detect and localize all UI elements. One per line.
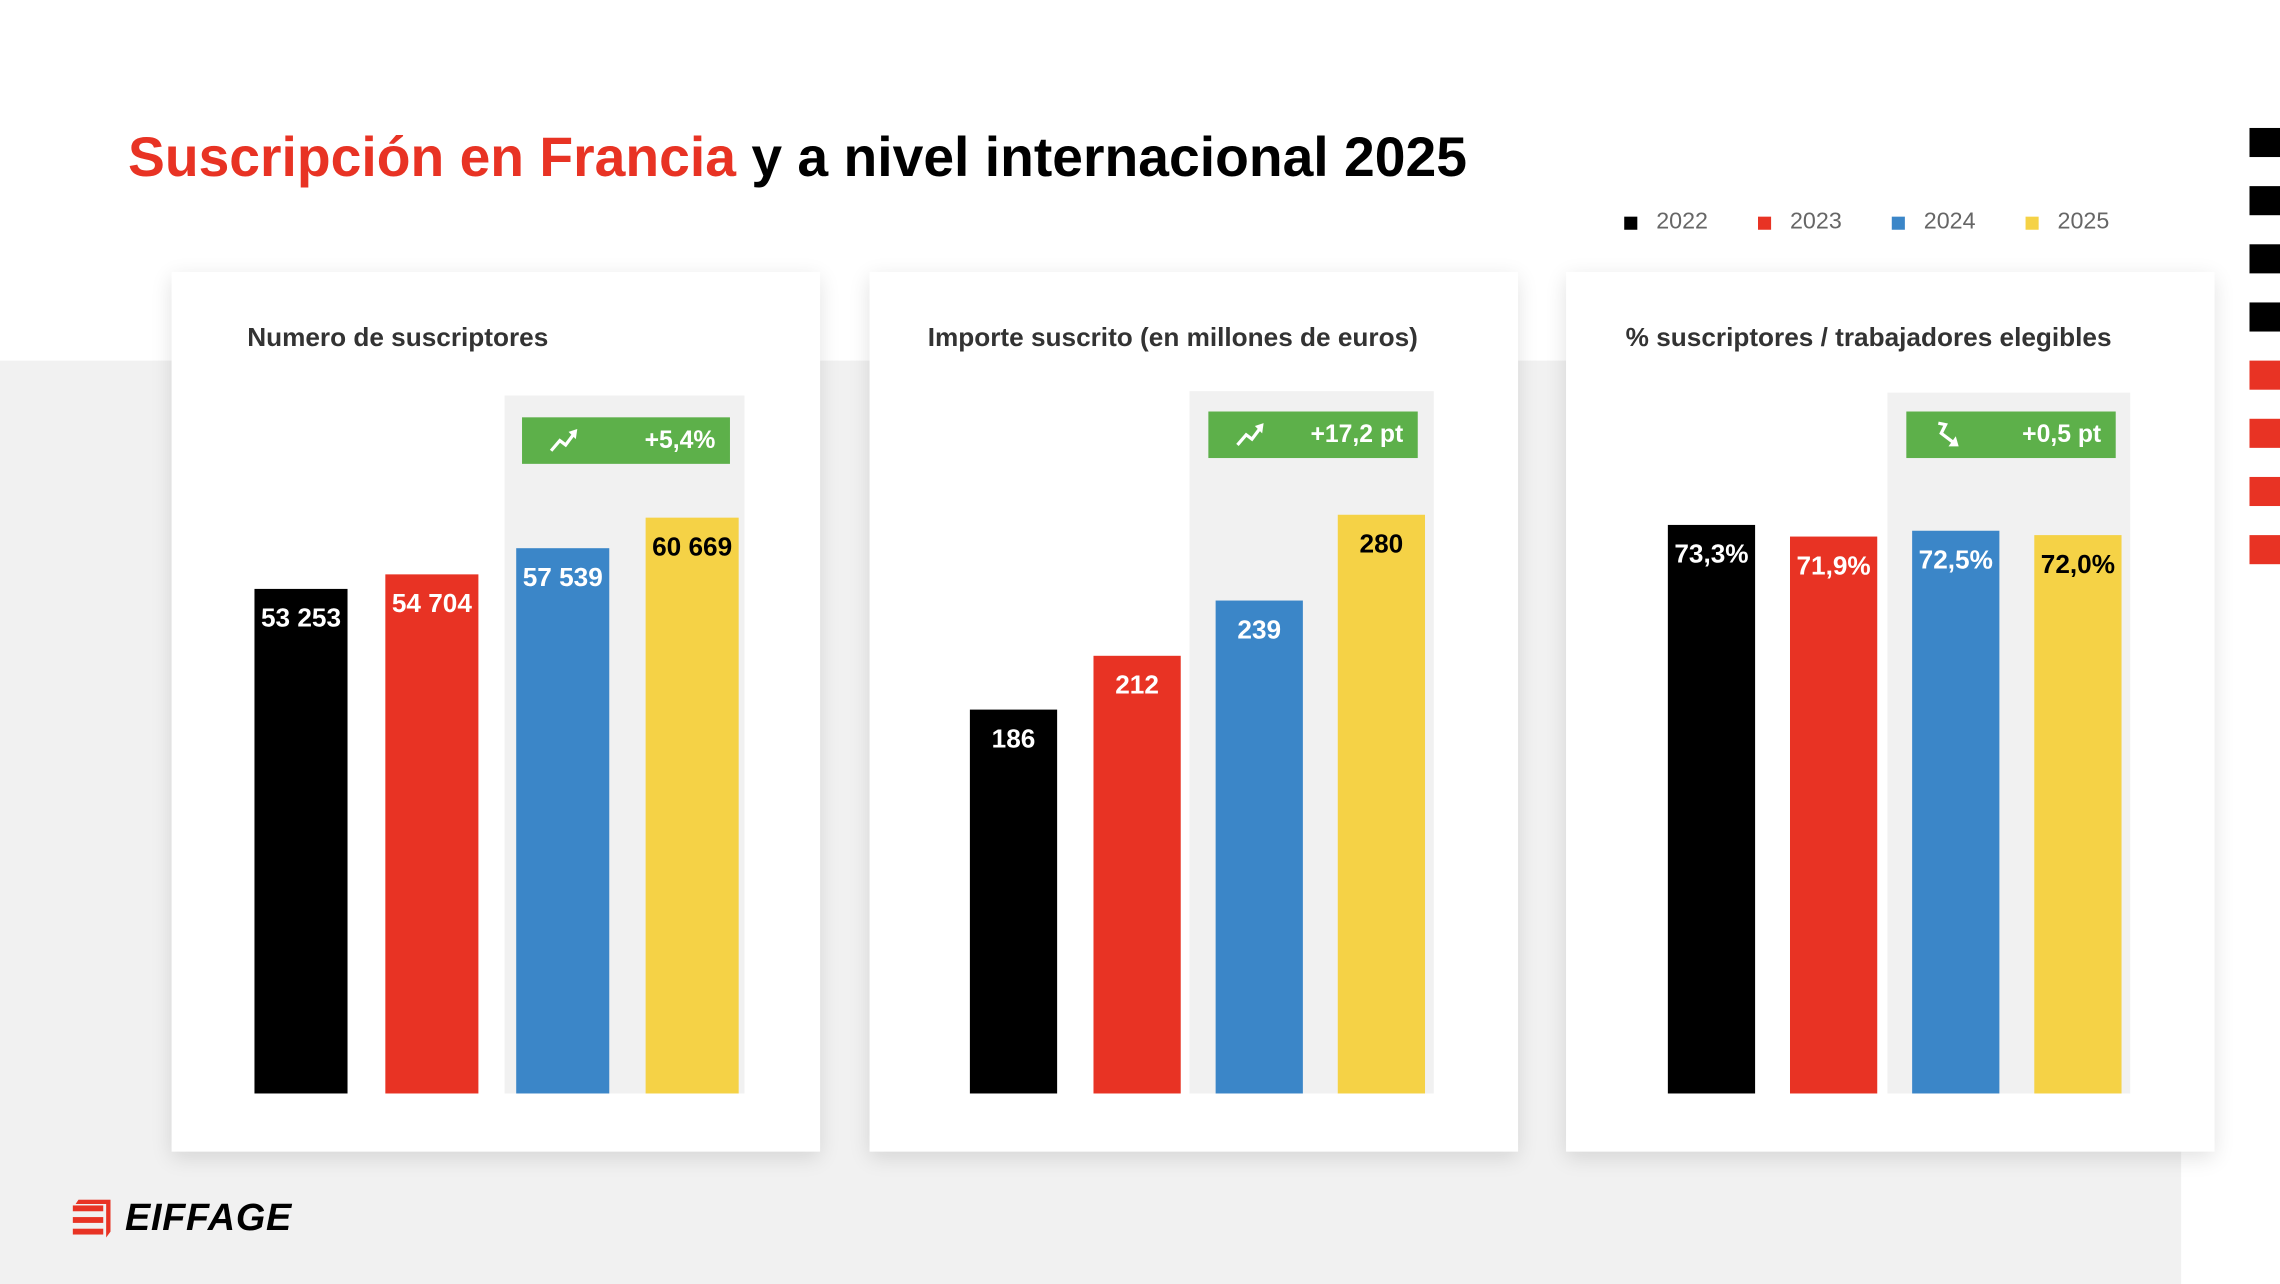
bar-label: 72,0% bbox=[2040, 549, 2116, 579]
bar-2024 bbox=[1215, 599, 1303, 1094]
bar-label: 54 704 bbox=[391, 589, 472, 619]
bar-2024 bbox=[516, 547, 610, 1094]
eiffage-logo-icon bbox=[72, 1198, 111, 1237]
bar-2025 bbox=[1337, 515, 1426, 1094]
legend-label: 2024 bbox=[1923, 209, 1976, 235]
decor-square bbox=[2249, 535, 2280, 565]
legend: 2022 2023 2024 2025 bbox=[1624, 209, 2159, 235]
legend-label: 2025 bbox=[2057, 209, 2110, 235]
legend-swatch bbox=[1758, 215, 1772, 230]
bar-2025 bbox=[2034, 535, 2122, 1094]
decor-square bbox=[2249, 186, 2280, 216]
page-title: Suscripción en Francia y a nivel interna… bbox=[128, 128, 1467, 191]
bar-label: 212 bbox=[1115, 670, 1159, 700]
trend-up-icon bbox=[1235, 422, 1267, 448]
decor-square bbox=[2249, 127, 2280, 158]
bar-label: 57 539 bbox=[522, 562, 603, 592]
badge-text: +5,4% bbox=[644, 426, 716, 454]
bar-label: 71,9% bbox=[1796, 550, 1871, 580]
decor-square bbox=[2249, 360, 2280, 390]
legend-swatch bbox=[1891, 215, 1905, 230]
bar-label: 280 bbox=[1359, 529, 1404, 559]
bar-2022 bbox=[969, 709, 1058, 1094]
legend-label: 2023 bbox=[1789, 209, 1842, 235]
legend-swatch bbox=[1624, 215, 1638, 230]
legend-item-2023: 2023 bbox=[1758, 209, 1892, 235]
title-rest: y a nivel internacional 2025 bbox=[735, 127, 1467, 190]
bar-label: 186 bbox=[991, 723, 1036, 753]
decor-square bbox=[2249, 418, 2280, 448]
chart-title: Importe suscrito (en millones de euros) bbox=[927, 322, 1418, 352]
bar-label: 53 253 bbox=[260, 602, 342, 633]
bar-2022 bbox=[1667, 525, 1756, 1094]
bar-2023 bbox=[385, 574, 479, 1094]
bar-2022 bbox=[254, 588, 348, 1094]
legend-swatch bbox=[2025, 215, 2039, 230]
bar-2023 bbox=[1789, 535, 1878, 1094]
trend-down-icon bbox=[1932, 420, 1964, 449]
legend-item-2024: 2024 bbox=[1891, 209, 2026, 235]
change-badge: +17,2 pt bbox=[1208, 411, 1418, 459]
change-badge: +0,5 pt bbox=[1906, 411, 2116, 459]
bar-label: 73,3% bbox=[1674, 539, 1749, 569]
bar-2025 bbox=[645, 518, 739, 1094]
badge-text: +17,2 pt bbox=[1310, 420, 1404, 448]
chart-title: % suscriptores / trabajadores elegibles bbox=[1625, 322, 2112, 352]
legend-label: 2022 bbox=[1656, 209, 1708, 235]
bar-label: 60 669 bbox=[652, 532, 733, 562]
trend-up-icon bbox=[548, 428, 580, 454]
eiffage-logo: EIFFAGE bbox=[72, 1195, 292, 1240]
legend-item-2025: 2025 bbox=[2025, 209, 2160, 235]
bar-2024 bbox=[1912, 531, 2000, 1094]
logo-text: EIFFAGE bbox=[125, 1195, 292, 1239]
chart-title: Numero de suscriptores bbox=[247, 322, 549, 352]
change-badge: +5,4% bbox=[522, 417, 730, 464]
bar-label: 239 bbox=[1237, 614, 1282, 644]
decor-square bbox=[2249, 476, 2280, 507]
decor-square bbox=[2249, 302, 2280, 332]
badge-text: +0,5 pt bbox=[2022, 420, 2102, 448]
bar-label: 72,5% bbox=[1918, 545, 1993, 575]
bar-2023 bbox=[1093, 655, 1181, 1094]
decor-square bbox=[2249, 244, 2280, 274]
title-highlight: Suscripción en Francia bbox=[127, 127, 736, 190]
legend-item-2022: 2022 bbox=[1624, 209, 1758, 235]
